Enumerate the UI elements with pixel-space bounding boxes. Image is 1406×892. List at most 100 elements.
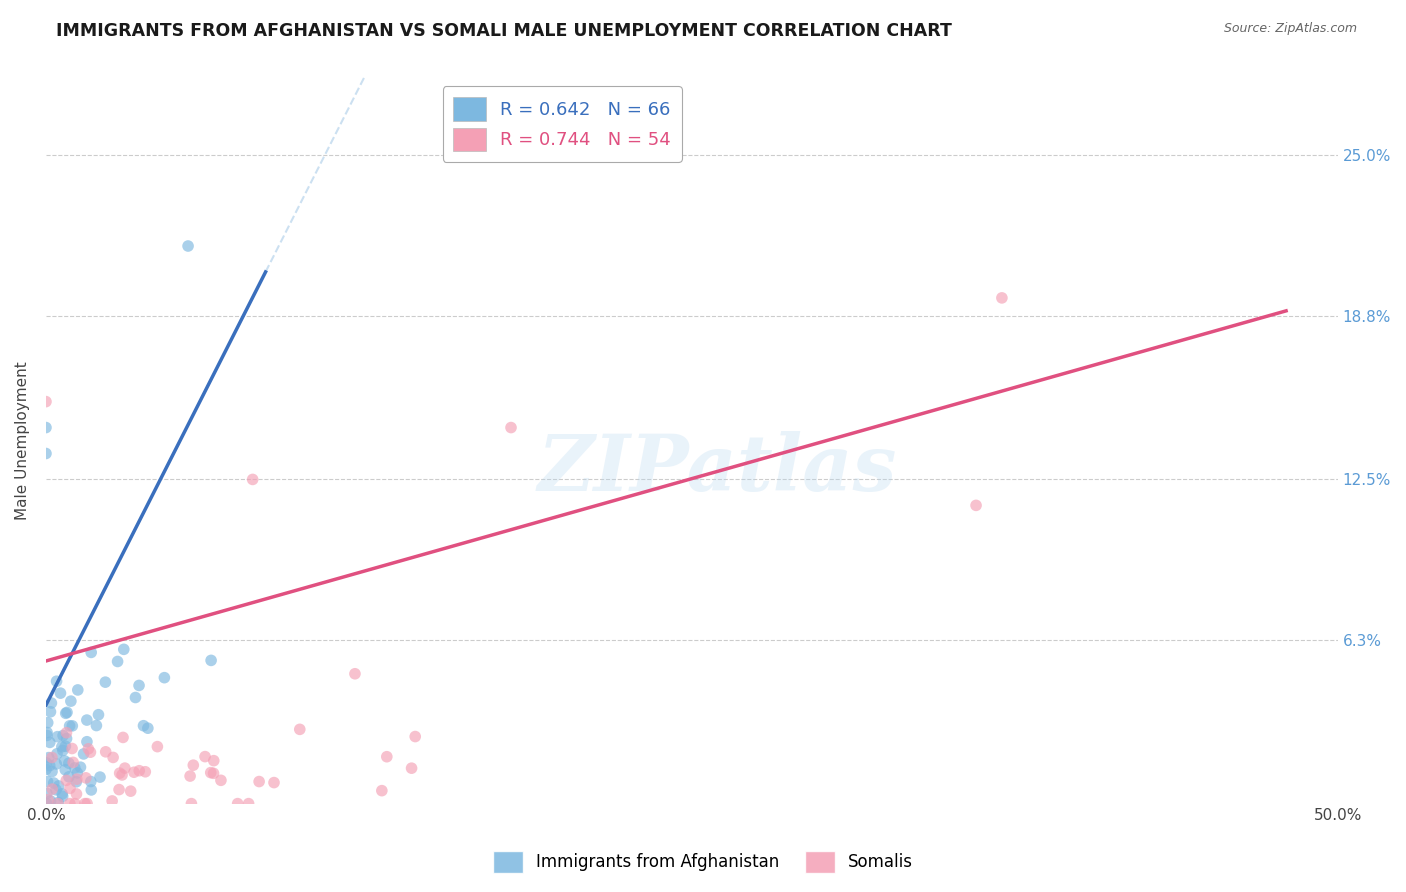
Point [72,747,94,761]
Point [101,794,124,808]
Point [965,499,987,513]
Point [46,796,69,810]
Point [38,758,60,772]
Point [35,394,58,409]
Point [404,730,426,744]
Point [177,239,200,253]
Point [75,771,97,785]
Point [38,735,60,749]
Text: IMMIGRANTS FROM AFGHANISTAN VS SOMALI MALE UNEMPLOYMENT CORRELATION CHART: IMMIGRANTS FROM AFGHANISTAN VS SOMALI MA… [56,22,952,40]
Point [247,774,270,789]
Point [41,764,63,779]
Point [63,797,86,811]
Point [94,675,117,690]
Point [35,756,58,770]
Point [52,789,75,804]
Point [134,764,156,779]
Point [132,719,155,733]
Point [46,747,69,761]
Point [111,731,134,745]
Point [65,787,87,801]
Point [63,761,86,775]
Point [60,741,83,756]
Point [55,773,77,788]
Point [45,674,67,689]
Point [128,764,150,778]
Point [73,797,96,811]
Point [111,768,134,782]
Point [242,472,264,486]
Y-axis label: Male Unemployment: Male Unemployment [15,361,30,520]
Point [89,770,111,784]
Point [122,765,145,780]
Point [53,763,76,777]
Point [108,782,131,797]
Point [76,797,98,811]
Point [343,666,366,681]
Point [226,797,249,811]
Point [35,725,58,739]
Point [55,725,77,739]
Point [136,721,159,735]
Point [41,782,63,797]
Point [55,739,77,754]
Point [76,735,98,749]
Point [112,642,135,657]
Point [180,797,202,811]
Point [39,794,62,808]
Point [35,786,58,800]
Point [202,766,225,780]
Point [86,718,108,732]
Point [52,743,75,757]
Point [59,797,82,811]
Point [80,645,103,659]
Point [35,763,58,777]
Point [128,678,150,692]
Point [87,707,110,722]
Text: Source: ZipAtlas.com: Source: ZipAtlas.com [1223,22,1357,36]
Point [77,741,100,756]
Point [288,723,311,737]
Point [991,291,1014,305]
Point [80,774,103,789]
Point [35,446,58,460]
Point [35,420,58,434]
Point [41,750,63,764]
Point [38,750,60,764]
Point [56,706,79,720]
Point [37,715,59,730]
Point [153,671,176,685]
Point [41,696,63,710]
Point [499,420,522,434]
Point [58,756,80,771]
Point [76,713,98,727]
Point [62,756,84,770]
Point [55,706,77,721]
Point [69,760,91,774]
Point [42,776,65,790]
Point [45,756,67,771]
Point [45,782,67,797]
Legend: R = 0.642   N = 66, R = 0.744   N = 54: R = 0.642 N = 66, R = 0.744 N = 54 [443,87,682,161]
Point [238,797,260,811]
Point [181,758,204,772]
Point [46,730,69,744]
Point [179,769,201,783]
Point [59,781,82,796]
Point [46,797,69,811]
Point [108,766,131,780]
Point [35,729,58,743]
Point [39,705,62,719]
Point [263,775,285,789]
Point [59,719,82,733]
Point [401,761,423,775]
Point [53,754,76,768]
Point [371,783,394,797]
Point [94,745,117,759]
Point [194,749,217,764]
Point [202,754,225,768]
Point [65,774,87,789]
Point [59,694,82,708]
Point [35,797,58,811]
Point [51,787,73,801]
